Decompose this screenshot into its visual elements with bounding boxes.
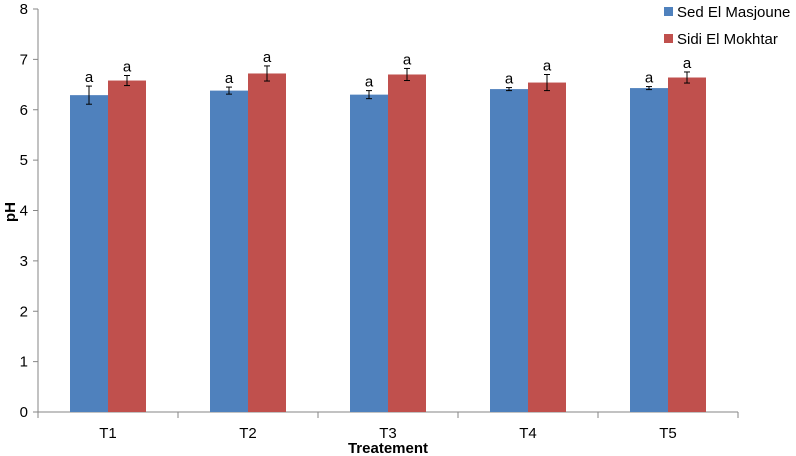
- bar: [108, 80, 146, 412]
- bar: [248, 73, 286, 412]
- significance-label: a: [543, 57, 552, 74]
- legend-swatch: [664, 34, 673, 43]
- x-tick-label: T3: [379, 425, 397, 442]
- y-tick-label: 7: [20, 51, 28, 68]
- bar: [70, 95, 108, 413]
- y-tick-label: 6: [20, 102, 28, 119]
- y-axis-title: pH: [2, 202, 19, 222]
- legend-label: Sed El Masjoune: [677, 4, 790, 21]
- bars: a a a a a a a a a a: [70, 49, 706, 413]
- significance-label: a: [645, 70, 654, 87]
- significance-label: a: [225, 70, 234, 87]
- y-tick-label: 2: [20, 303, 28, 320]
- bar: [490, 89, 528, 412]
- bar: [388, 74, 426, 413]
- legend-swatch: [664, 7, 673, 16]
- bar: [528, 82, 566, 413]
- bar: [668, 77, 706, 412]
- significance-label: a: [123, 58, 132, 75]
- y-tick-label: 4: [20, 203, 28, 220]
- legend-label: Sidi El Mokhtar: [677, 31, 778, 48]
- bar: [210, 90, 248, 413]
- x-tick-label: T2: [239, 425, 257, 442]
- significance-label: a: [683, 55, 692, 72]
- x-tick-label: T1: [99, 425, 117, 442]
- legend: Sed El Masjoune Sidi El Mokhtar: [664, 4, 790, 48]
- significance-label: a: [263, 49, 272, 66]
- significance-label: a: [365, 74, 374, 91]
- bar: [630, 88, 668, 413]
- y-tick-label: 1: [20, 354, 28, 371]
- x-tick-label: T5: [659, 425, 677, 442]
- significance-label: a: [505, 71, 514, 88]
- y-tick-label: 3: [20, 253, 28, 270]
- x-axis-title: Treatement: [348, 440, 428, 456]
- y-tick-label: 5: [20, 152, 28, 169]
- significance-label: a: [85, 69, 94, 86]
- y-tick-label: 0: [20, 404, 28, 421]
- bar: [350, 94, 388, 412]
- significance-label: a: [403, 51, 412, 68]
- axes: 0 1 2 3 4 5 6 7 8 T1 T2 T3 T4 T5: [20, 1, 739, 442]
- x-tick-label: T4: [519, 425, 537, 442]
- y-tick-label: 8: [20, 1, 28, 18]
